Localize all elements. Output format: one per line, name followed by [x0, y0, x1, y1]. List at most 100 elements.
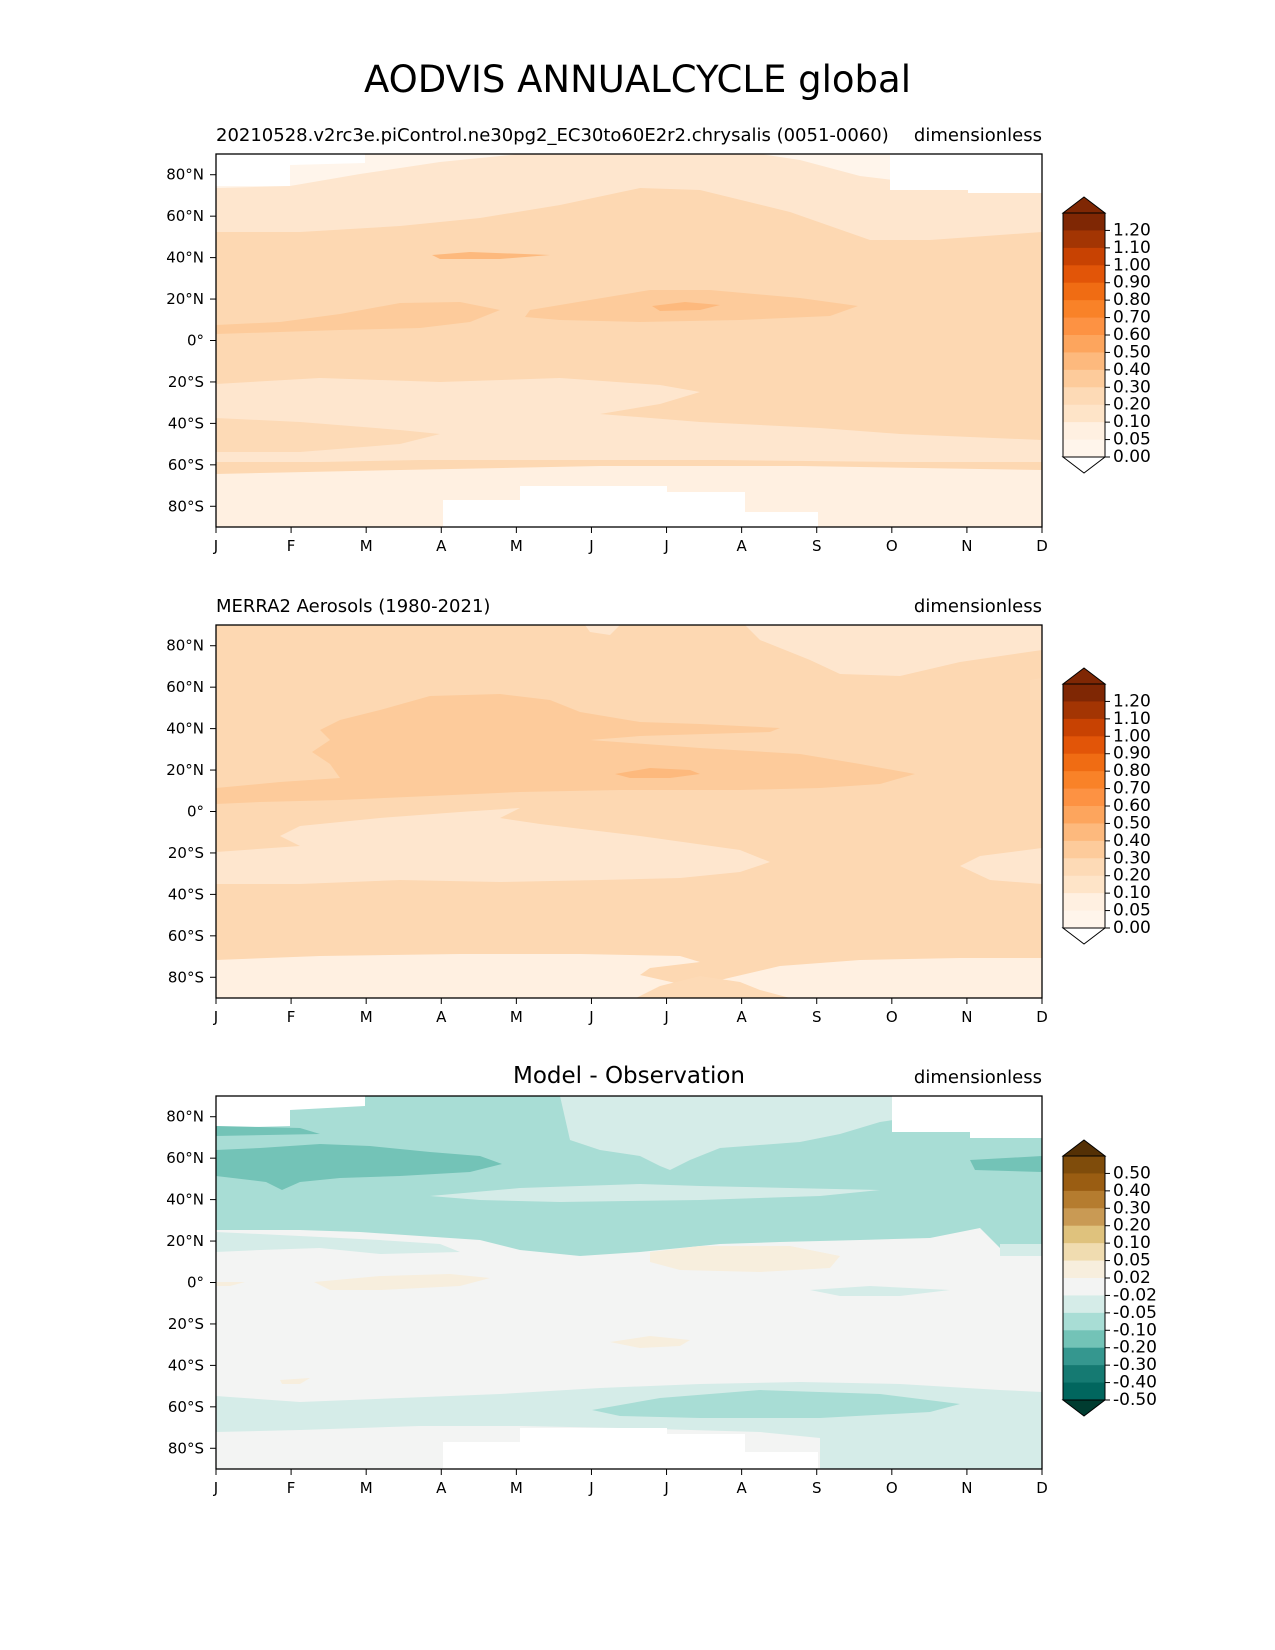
y-tick-label: 60°N: [166, 207, 204, 225]
y-tick-label: 40°N: [166, 1191, 204, 1209]
colorbar-label: 1.10: [1113, 709, 1151, 729]
colorbar-band: [1063, 1330, 1105, 1349]
merra2-region-antarctic-low: [216, 954, 1042, 998]
model-region-south-low: [216, 378, 1042, 462]
colorbar-extend-max: [1061, 667, 1107, 685]
merra2-region-south-low: [216, 808, 1042, 884]
y-tick-label: 20°N: [166, 290, 204, 308]
y-tick-label: 0°: [187, 803, 204, 821]
colorbar-band: [1063, 771, 1105, 790]
colorbar-label: 0.70: [1113, 779, 1151, 799]
colorbar-band: [1063, 352, 1105, 371]
x-tick-label: A: [737, 1008, 748, 1026]
y-tick-label: 80°S: [168, 497, 204, 515]
colorbar-label: -0.02: [1113, 1285, 1157, 1305]
merra2-field: [216, 625, 1042, 998]
colorbar-band: [1063, 840, 1105, 859]
colorbar-band: [1063, 213, 1105, 231]
x-tick-label: S: [812, 537, 822, 555]
y-tick-label: 20°S: [168, 373, 204, 391]
colorbar-band: [1063, 788, 1105, 807]
diff-region-tropic-positive: [216, 1246, 840, 1384]
x-tick-label: A: [436, 1479, 447, 1497]
colorbar-label: 1.00: [1113, 255, 1151, 275]
colorbar-band: [1063, 282, 1105, 301]
colorbar-band: [1063, 806, 1105, 824]
colorbar-band: [1063, 300, 1105, 319]
colorbar-band: [1063, 684, 1105, 702]
colorbar-band: [1063, 1190, 1105, 1209]
merra2-field-background: [216, 625, 1042, 998]
merra2-right-title: dimensionless: [914, 596, 1042, 617]
x-tick-label: M: [360, 1479, 373, 1497]
colorbar-extend-min: [1061, 456, 1107, 474]
colorbar-band: [1063, 1156, 1105, 1174]
merra2-colorbar: 1.201.101.000.900.800.700.600.500.400.30…: [1061, 667, 1151, 945]
x-tick-label: O: [886, 1008, 898, 1026]
colorbar-label: 0.30: [1113, 848, 1151, 868]
x-tick-label: J: [663, 1008, 668, 1026]
y-tick-label: 60°N: [166, 678, 204, 696]
colorbar-band: [1063, 1260, 1105, 1279]
colorbar-label: 0.30: [1113, 377, 1151, 397]
colorbar-label: 0.60: [1113, 325, 1151, 345]
colorbar-label: 0.05: [1113, 430, 1151, 450]
x-tick-label: J: [213, 1479, 218, 1497]
model-left-title: 20210528.v2rc3e.piControl.ne30pg2_EC30to…: [216, 125, 889, 146]
y-tick-label: 80°N: [166, 637, 204, 655]
panel-difference: Model - Observation dimensionless 80°N 60…: [166, 1063, 1157, 1497]
colorbar-band: [1063, 317, 1105, 336]
y-tick-label: 40°N: [166, 720, 204, 738]
x-tick-label: A: [737, 1479, 748, 1497]
colorbar-label: -0.40: [1113, 1373, 1157, 1393]
x-tick-label: J: [588, 537, 593, 555]
colorbar-label: 0.80: [1113, 290, 1151, 310]
colorbar-band: [1063, 1243, 1105, 1262]
colorbar-label: 1.20: [1113, 220, 1151, 240]
colorbar-band: [1063, 1208, 1105, 1227]
model-field: [216, 154, 1042, 527]
merra2-y-axis: 80°N 60°N 40°N 20°N 0° 20°S 40°S 60°S 80°S: [166, 637, 216, 986]
colorbar-band: [1063, 893, 1105, 912]
colorbar-label: 0.60: [1113, 796, 1151, 816]
colorbar-label: 0.05: [1113, 901, 1151, 921]
colorbar-label: 0.00: [1113, 447, 1151, 467]
colorbar-band: [1063, 1225, 1105, 1244]
colorbar-label: 1.10: [1113, 238, 1151, 258]
model-region-antarctic-cap: [443, 486, 818, 527]
panel-model: 20210528.v2rc3e.piControl.ne30pg2_EC30to…: [166, 125, 1151, 555]
colorbar-label: 0.50: [1113, 342, 1151, 362]
colorbar-label: 0.80: [1113, 761, 1151, 781]
model-region-dust-core: [432, 252, 720, 311]
colorbar-label: 0.30: [1113, 1198, 1151, 1218]
x-tick-label: O: [886, 537, 898, 555]
difference-title: Model - Observation: [513, 1063, 745, 1089]
colorbar-extend-max: [1061, 196, 1107, 214]
colorbar-label: 0.70: [1113, 308, 1151, 328]
colorbar-label: 0.20: [1113, 1216, 1151, 1236]
colorbar-label: 1.00: [1113, 726, 1151, 746]
colorbar-label: -0.10: [1113, 1320, 1157, 1340]
diff-region-north-strong: [216, 1126, 1042, 1190]
x-tick-label: M: [510, 1008, 523, 1026]
colorbar-label: 0.02: [1113, 1268, 1151, 1288]
y-tick-label: 20°N: [166, 1232, 204, 1250]
colorbar-band: [1063, 1382, 1105, 1401]
colorbar-band: [1063, 369, 1105, 388]
colorbar-band: [1063, 335, 1105, 353]
colorbar-band: [1063, 1295, 1105, 1314]
x-tick-label: N: [961, 1008, 972, 1026]
colorbar-extend-max: [1061, 1139, 1107, 1157]
colorbar-band: [1063, 736, 1105, 755]
x-tick-label: A: [436, 537, 447, 555]
colorbar-band: [1063, 387, 1105, 406]
colorbar-band: [1063, 753, 1105, 772]
colorbar-band: [1063, 823, 1105, 842]
colorbar-extend-min: [1061, 1399, 1107, 1417]
x-tick-label: M: [510, 537, 523, 555]
colorbar-label: -0.30: [1113, 1355, 1157, 1375]
colorbar-label: 0.10: [1113, 883, 1151, 903]
colorbar-band: [1063, 230, 1105, 249]
